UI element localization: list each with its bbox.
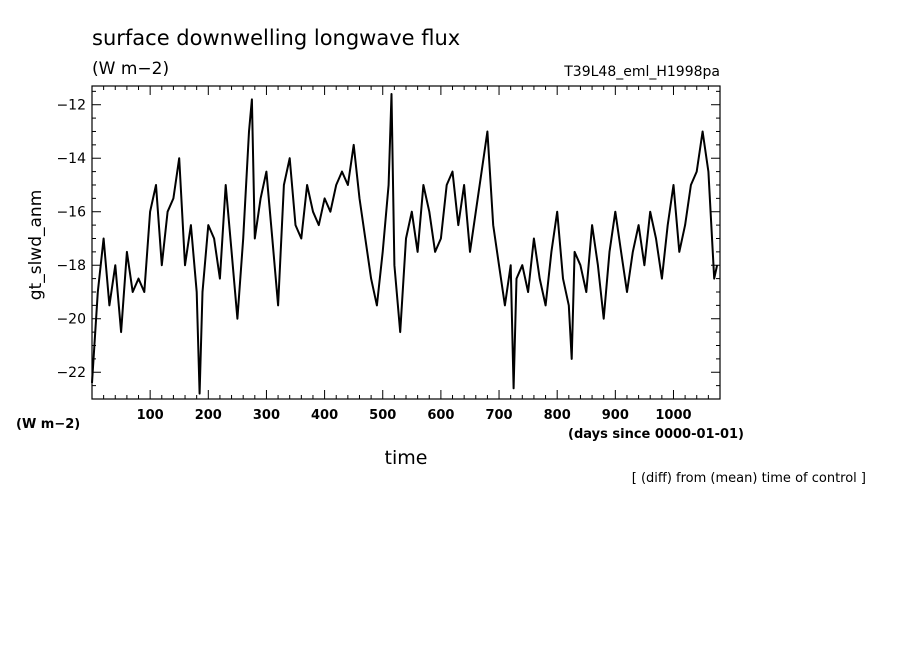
x-tick-label: 900 [602, 408, 629, 423]
x-axis-label: time [385, 447, 428, 469]
x-axis-ticks: 100 200 300 400 500 600 700 800 900 1000 [137, 86, 692, 423]
x-tick-label: 300 [253, 408, 280, 423]
title-units: (W m−2) [92, 59, 169, 79]
x-tick-label: 500 [369, 408, 396, 423]
y-tick-label: −16 [56, 205, 86, 221]
y-tick-label: −18 [56, 258, 86, 274]
y-tick-label: −22 [56, 365, 86, 381]
series-line [91, 93, 719, 395]
chart-title: surface downwelling longwave flux [92, 26, 460, 50]
y-tick-label: −20 [56, 312, 86, 328]
x-axis-units: (days since 0000-01-01) [568, 427, 744, 442]
minor-ticks [92, 86, 720, 400]
y-axis-ticks: −22 −20 −18 −16 −14 −12 [56, 98, 720, 381]
y-axis-label: gt_slwd_anm [26, 190, 46, 300]
x-tick-label: 400 [311, 408, 338, 423]
y-tick-label: −14 [56, 151, 86, 167]
x-tick-label: 100 [137, 408, 164, 423]
x-tick-label: 1000 [655, 408, 691, 423]
footnote: [ (diff) from (mean) time of control ] [632, 471, 866, 486]
x-tick-label: 700 [485, 408, 512, 423]
run-label: T39L48_eml_H1998pa [563, 64, 720, 80]
y-axis-units: (W m−2) [16, 417, 80, 432]
x-tick-label: 800 [544, 408, 571, 423]
x-tick-label: 600 [427, 408, 454, 423]
x-tick-label: 200 [195, 408, 222, 423]
y-tick-label: −12 [56, 98, 86, 114]
